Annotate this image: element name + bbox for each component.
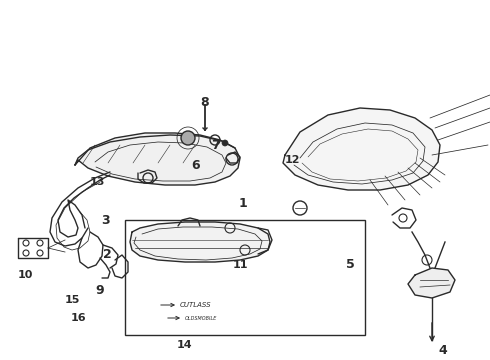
Circle shape [181, 131, 195, 145]
Text: CUTLASS: CUTLASS [180, 302, 212, 308]
Text: 13: 13 [89, 177, 105, 187]
Text: 4: 4 [439, 343, 447, 356]
Polygon shape [408, 268, 455, 298]
Text: 11: 11 [232, 260, 248, 270]
Text: 9: 9 [96, 284, 104, 297]
Text: 14: 14 [176, 340, 192, 350]
Text: 3: 3 [100, 213, 109, 226]
Text: 8: 8 [201, 95, 209, 108]
Text: 1: 1 [239, 197, 247, 210]
Text: 2: 2 [102, 248, 111, 261]
Polygon shape [283, 108, 440, 190]
Text: 12: 12 [284, 155, 300, 165]
Polygon shape [75, 133, 240, 185]
Bar [125, 220, 365, 335]
Text: 7: 7 [211, 139, 220, 152]
Text: 5: 5 [345, 258, 354, 271]
Polygon shape [130, 222, 270, 262]
Text: 6: 6 [192, 158, 200, 171]
Text: 10: 10 [17, 270, 33, 280]
Text: 15: 15 [64, 295, 80, 305]
Text: 16: 16 [70, 313, 86, 323]
Text: OLDSMOBILE: OLDSMOBILE [185, 315, 218, 320]
Circle shape [222, 140, 228, 146]
